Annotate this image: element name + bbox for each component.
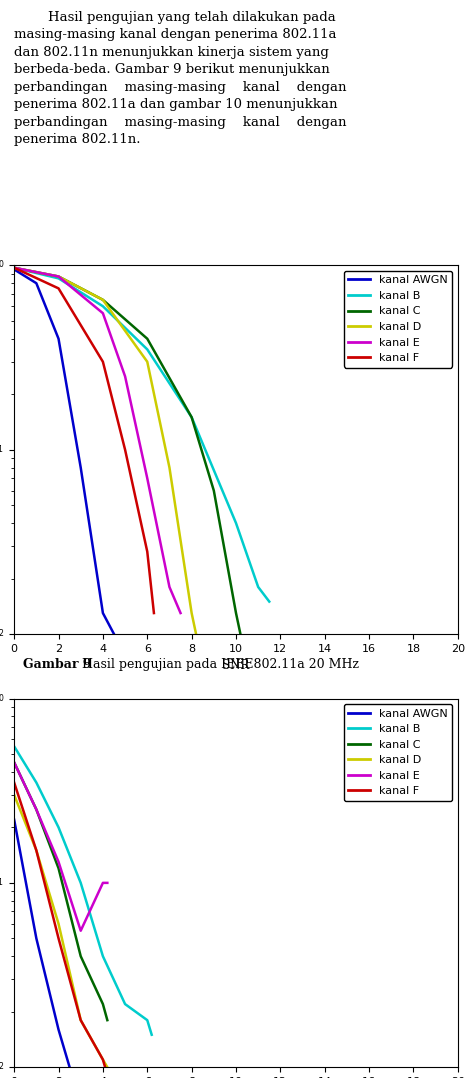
Line: kanal AWGN: kanal AWGN — [14, 819, 70, 1067]
kanal C — [34, 803, 39, 816]
Text: Hasil pengujian pada IEEE802.11a 20 MHz: Hasil pengujian pada IEEE802.11a 20 MHz — [78, 658, 360, 671]
Line: kanal F: kanal F — [14, 267, 154, 613]
kanal C — [100, 293, 106, 306]
kanal C — [56, 861, 61, 874]
kanal C — [11, 261, 17, 274]
Line: kanal C: kanal C — [14, 762, 107, 1020]
Line: kanal AWGN: kanal AWGN — [14, 270, 114, 634]
kanal C — [78, 950, 84, 963]
kanal AWGN — [67, 1061, 73, 1074]
kanal F — [56, 282, 61, 295]
kanal B — [144, 1013, 150, 1026]
kanal D — [11, 788, 17, 801]
kanal F — [56, 931, 61, 944]
kanal E — [104, 876, 110, 889]
kanal E — [167, 581, 172, 594]
kanal E — [100, 876, 106, 889]
kanal C — [104, 1013, 110, 1026]
Legend: kanal AWGN, kanal B, kanal C, kanal D, kanal E, kanal F: kanal AWGN, kanal B, kanal C, kanal D, k… — [344, 704, 452, 801]
kanal F — [144, 545, 150, 558]
kanal D — [56, 917, 61, 930]
kanal D — [34, 844, 39, 857]
Line: kanal F: kanal F — [14, 783, 105, 1067]
kanal E — [56, 855, 61, 868]
kanal D — [104, 1061, 110, 1074]
kanal D — [189, 607, 194, 620]
kanal F — [122, 443, 128, 456]
kanal E — [11, 756, 17, 769]
kanal B — [255, 581, 261, 594]
Line: kanal B: kanal B — [14, 267, 269, 602]
kanal B — [233, 516, 239, 529]
kanal B — [122, 997, 128, 1010]
Line: kanal D: kanal D — [14, 267, 196, 634]
kanal AWGN — [56, 1023, 61, 1036]
Line: kanal D: kanal D — [14, 794, 107, 1067]
kanal D — [193, 627, 199, 640]
kanal B — [100, 300, 106, 313]
kanal AWGN — [34, 931, 39, 944]
kanal E — [122, 370, 128, 383]
kanal F — [100, 356, 106, 369]
kanal AWGN — [100, 607, 106, 620]
kanal C — [11, 756, 17, 769]
kanal C — [233, 607, 239, 620]
kanal AWGN — [34, 277, 39, 290]
kanal D — [167, 461, 172, 474]
kanal E — [177, 607, 183, 620]
kanal F — [11, 776, 17, 789]
kanal C — [211, 484, 217, 497]
Text: Gambar 9: Gambar 9 — [23, 658, 92, 671]
kanal D — [100, 1053, 106, 1066]
kanal B — [11, 740, 17, 752]
Line: kanal C: kanal C — [14, 267, 240, 634]
Line: kanal E: kanal E — [14, 762, 107, 930]
kanal B — [266, 595, 272, 608]
kanal D — [78, 1013, 84, 1026]
kanal E — [34, 803, 39, 816]
kanal B — [100, 950, 106, 963]
kanal B — [56, 272, 61, 285]
kanal E — [100, 307, 106, 320]
kanal F — [78, 1013, 84, 1026]
Text: Hasil pengujian yang telah dilakukan pada
masing-masing kanal dengan penerima 80: Hasil pengujian yang telah dilakukan pad… — [14, 11, 346, 147]
kanal B — [11, 261, 17, 274]
Line: kanal B: kanal B — [14, 746, 152, 1035]
kanal E — [56, 270, 61, 282]
kanal D — [144, 356, 150, 369]
kanal D — [56, 270, 61, 282]
kanal F — [151, 607, 157, 620]
kanal B — [189, 411, 194, 424]
kanal AWGN — [11, 263, 17, 276]
kanal C — [189, 411, 194, 424]
kanal C — [56, 270, 61, 282]
kanal C — [100, 997, 106, 1010]
kanal D — [11, 261, 17, 274]
kanal B — [149, 1028, 154, 1041]
kanal AWGN — [56, 332, 61, 345]
Legend: kanal AWGN, kanal B, kanal C, kanal D, kanal E, kanal F: kanal AWGN, kanal B, kanal C, kanal D, k… — [344, 271, 452, 368]
kanal F — [11, 261, 17, 274]
kanal C — [144, 332, 150, 345]
kanal E — [11, 261, 17, 274]
kanal F — [100, 1053, 106, 1066]
kanal F — [102, 1061, 108, 1074]
kanal B — [144, 343, 150, 356]
kanal AWGN — [111, 627, 117, 640]
X-axis label: SNR: SNR — [222, 660, 250, 673]
kanal B — [34, 776, 39, 789]
kanal AWGN — [11, 813, 17, 826]
kanal C — [237, 627, 243, 640]
kanal E — [78, 924, 84, 937]
kanal AWGN — [78, 461, 84, 474]
Line: kanal E: kanal E — [14, 267, 180, 613]
kanal B — [56, 821, 61, 834]
kanal D — [100, 293, 106, 306]
kanal F — [34, 844, 39, 857]
kanal B — [78, 876, 84, 889]
kanal E — [144, 472, 150, 485]
